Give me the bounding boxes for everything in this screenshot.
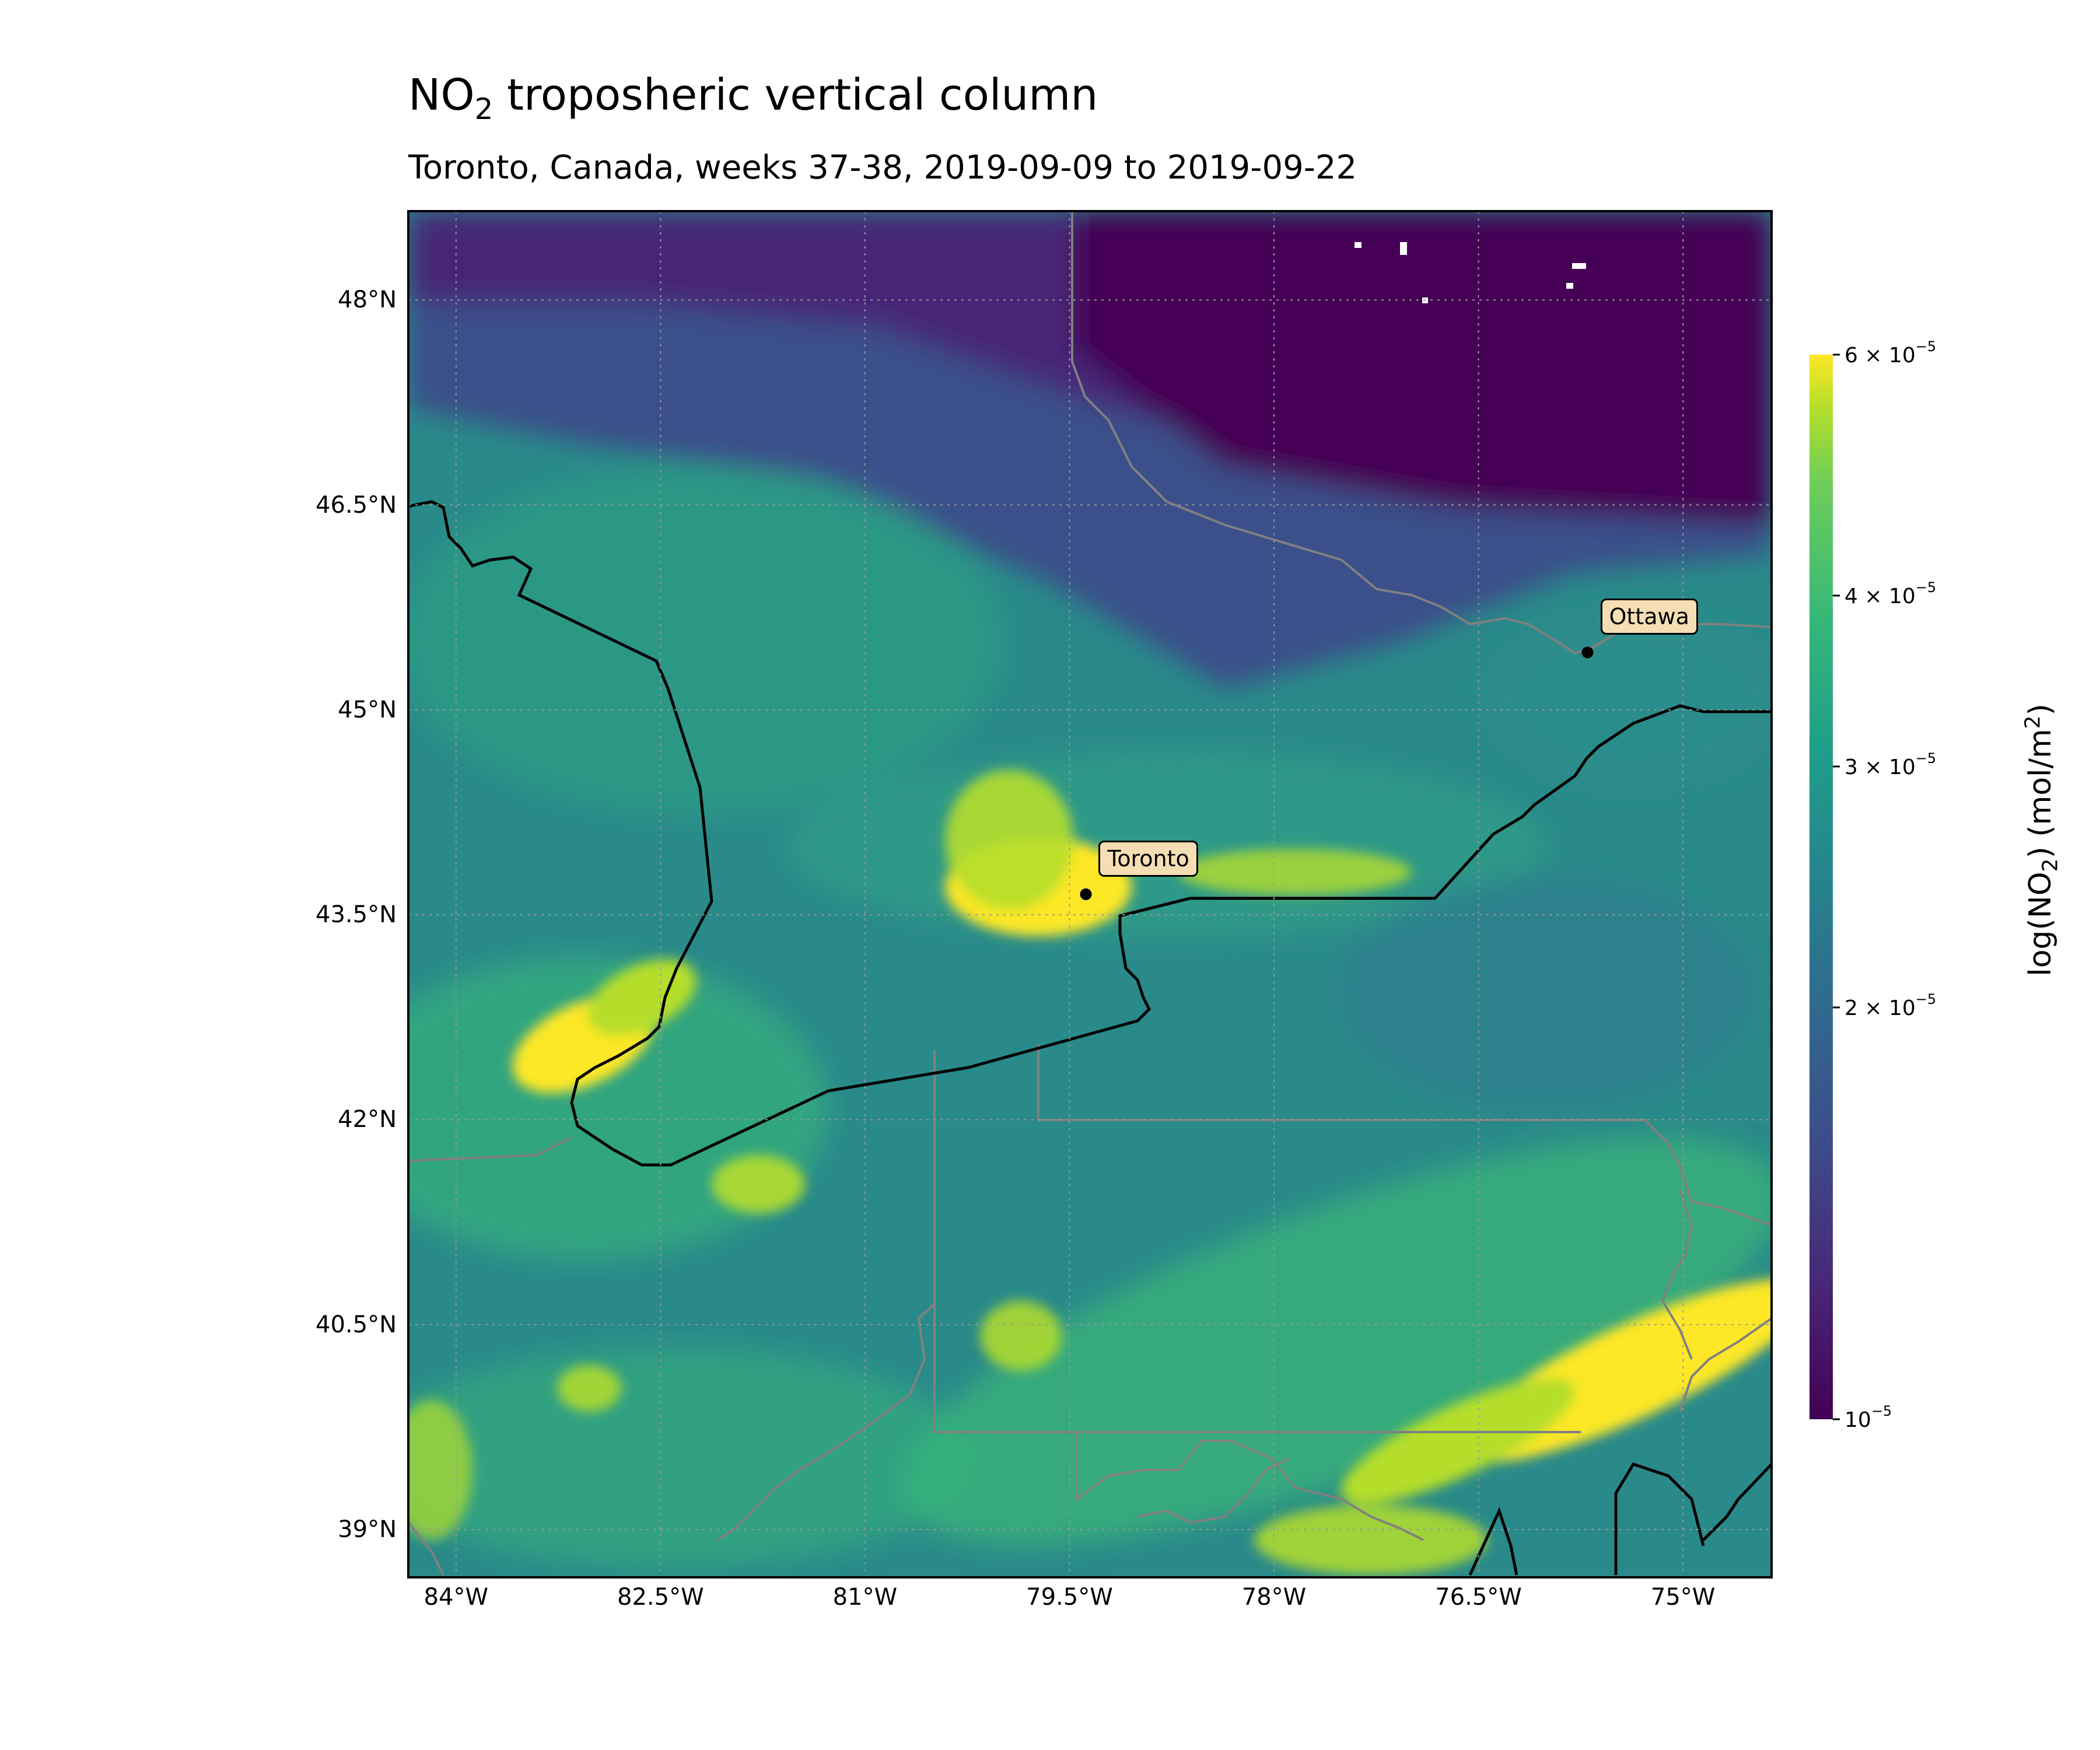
lat-tick-label: 39°N <box>338 1516 397 1544</box>
coastlines <box>408 500 1772 1576</box>
colorbar-tick-label: 6 × 10−5 <box>1845 338 1937 368</box>
lat-tick-label: 45°N <box>338 696 397 723</box>
lon-tick-label: 79.5°W <box>1026 1584 1113 1611</box>
colorbar-tick-label: 10−5 <box>1845 1403 1892 1432</box>
figure-subtitle: Toronto, Canada, weeks 37-38, 2019-09-09… <box>408 149 1357 187</box>
colorbar <box>1810 355 1833 1419</box>
map-frame <box>407 210 1773 1578</box>
lon-tick-label: 78°W <box>1241 1584 1307 1611</box>
borders <box>408 211 1772 1576</box>
city-marker <box>1581 646 1594 659</box>
lon-tick-label: 76.5°W <box>1435 1584 1522 1611</box>
colorbar-ticks <box>1833 354 1840 1420</box>
city-marker <box>1080 888 1092 900</box>
no2-field <box>408 211 1772 1577</box>
lat-tick-label: 42°N <box>338 1106 397 1133</box>
city-label: Ottawa <box>1600 598 1698 635</box>
lat-tick-label: 46.5°N <box>316 491 397 519</box>
city-markers <box>1080 646 1594 900</box>
lon-tick-label: 84°W <box>424 1584 489 1611</box>
colorbar-title: log(NO2) (mol/m2) <box>2021 704 2063 977</box>
lon-tick-label: 81°W <box>832 1584 898 1611</box>
lon-tick-label: 82.5°W <box>617 1584 704 1611</box>
city-label: Toronto <box>1098 841 1198 877</box>
lon-tick-label: 75°W <box>1650 1584 1716 1611</box>
colorbar-tick-label: 3 × 10−5 <box>1845 750 1937 779</box>
colorbar-tick-label: 2 × 10−5 <box>1845 991 1937 1020</box>
colorbar-tick-label: 4 × 10−5 <box>1845 579 1937 608</box>
lat-tick-label: 48°N <box>338 286 397 314</box>
lat-tick-label: 40.5°N <box>316 1311 397 1338</box>
figure-title: NO2 troposheric vertical column <box>408 70 1098 126</box>
lat-tick-label: 43.5°N <box>316 901 397 929</box>
graticule <box>408 211 1772 1577</box>
